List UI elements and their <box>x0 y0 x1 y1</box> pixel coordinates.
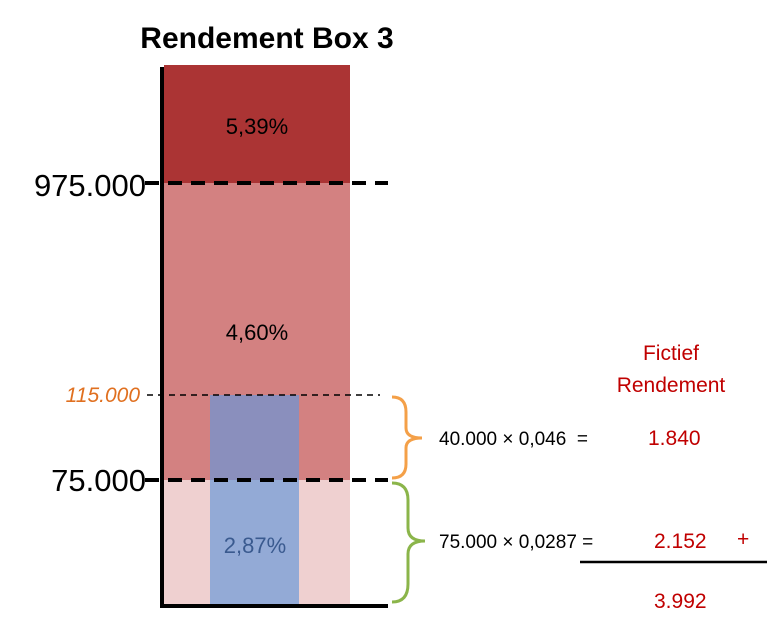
calc-plus-operator: + <box>737 528 749 551</box>
side-heading-line2: Rendement <box>617 374 726 397</box>
overlay-lower-block <box>210 480 299 605</box>
tier-top-rate: 5,39% <box>226 114 288 139</box>
total-result: 3.992 <box>654 590 707 613</box>
tier-middle-rate: 4,60% <box>226 320 288 345</box>
threshold-high-label: 975.000 <box>34 168 146 203</box>
tier-bottom-rate: 2,87% <box>224 533 286 558</box>
side-heading-line1: Fictief <box>643 342 699 365</box>
upper-brace <box>391 395 423 480</box>
tier-top-block <box>164 65 350 183</box>
calc-upper-result: 1.840 <box>648 427 701 450</box>
calc-upper-expression: 40.000 × 0,046 = <box>439 429 588 450</box>
overlay-upper-block <box>210 395 299 480</box>
calc-lower-result: 2.152 <box>654 530 707 553</box>
calc-lower-expression: 75.000 × 0,0287 = <box>439 532 593 553</box>
lower-brace <box>391 481 426 604</box>
threshold-low-label: 75.000 <box>51 463 146 498</box>
threshold-mid-label: 115.000 <box>66 384 141 407</box>
page-title: Rendement Box 3 <box>140 22 393 55</box>
